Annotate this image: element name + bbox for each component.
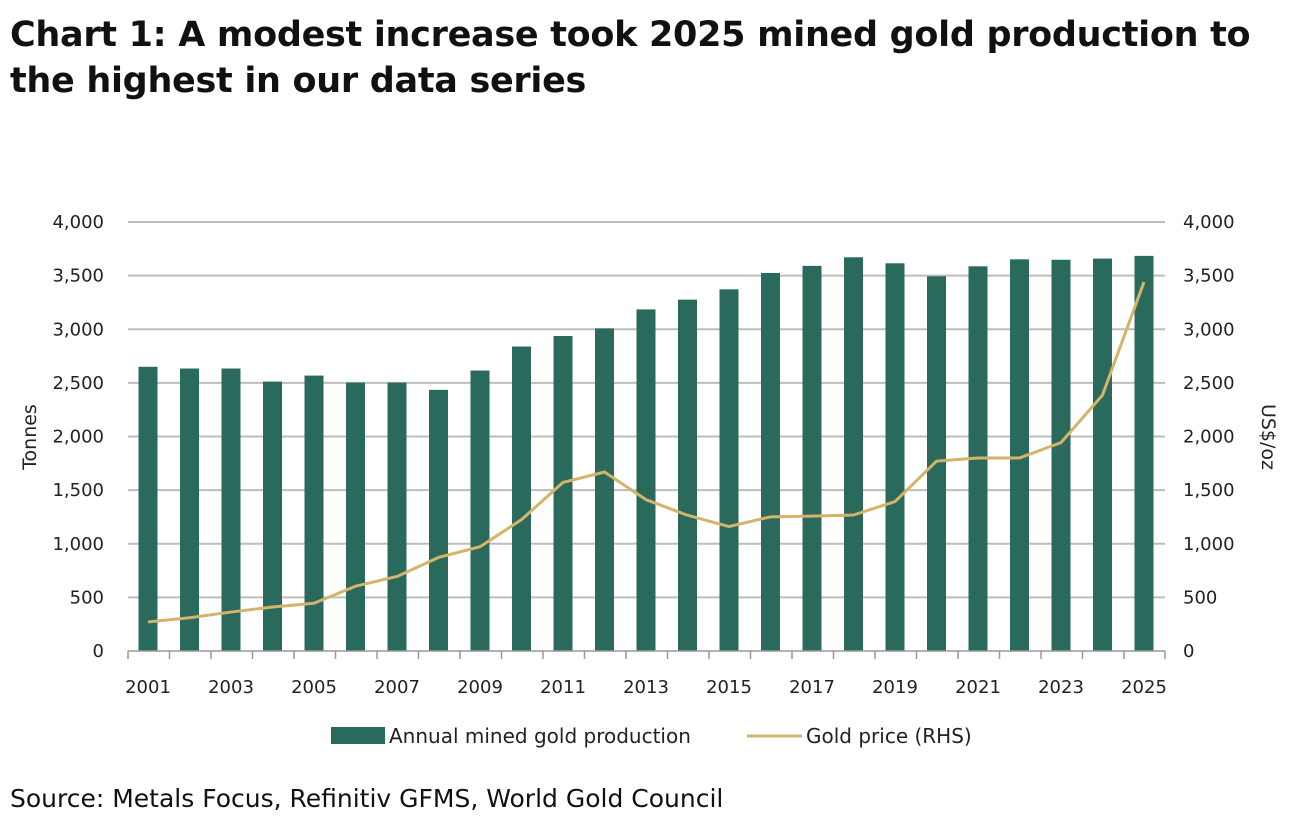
y-tick-labels: 0 0 500 500 1,000 1,000 1,500 1,500 2,000 2,000 2,… bbox=[52, 212, 1234, 662]
bar-2005 bbox=[304, 375, 324, 651]
y-tick-label-left: 2,500 bbox=[52, 373, 104, 394]
y-tick-label-right: 4,000 bbox=[1183, 212, 1235, 233]
x-tick-label: 2023 bbox=[1038, 677, 1084, 698]
bar-2023 bbox=[1051, 259, 1071, 651]
bar-2019 bbox=[885, 263, 905, 651]
x-tick-label: 2003 bbox=[208, 677, 254, 698]
bar-2015 bbox=[719, 289, 739, 651]
x-tick-label: 2021 bbox=[955, 677, 1001, 698]
bar-2024 bbox=[1093, 258, 1112, 651]
bar-2018 bbox=[844, 257, 863, 651]
x-tick-label: 2017 bbox=[789, 677, 835, 698]
y-tick-label-left: 3,000 bbox=[52, 319, 104, 340]
x-tick-label: 2019 bbox=[872, 677, 918, 698]
bar-2025 bbox=[1134, 255, 1154, 652]
x-ticks: 2001 2003 2005 2007 2009 2011 2013 2015 2017 2019… bbox=[125, 651, 1167, 698]
x-tick-label: 2025 bbox=[1121, 677, 1167, 698]
gold-price-line bbox=[147, 281, 1146, 624]
y-axis-label-right: US$/oz bbox=[1257, 404, 1279, 470]
y-tick-label-right: 2,500 bbox=[1183, 373, 1235, 394]
bar-2016 bbox=[761, 272, 780, 651]
y-tick-label-left: 0 bbox=[93, 641, 104, 662]
y-tick-label-left: 1,000 bbox=[52, 534, 104, 555]
bar-2007 bbox=[387, 382, 407, 651]
chart-title: Chart 1: A modest increase took 2025 min… bbox=[10, 15, 1251, 101]
x-tick-label: 2005 bbox=[291, 677, 337, 698]
bar-2006 bbox=[346, 382, 365, 651]
y-tick-label-right: 3,500 bbox=[1183, 266, 1235, 287]
y-tick-label-left: 500 bbox=[70, 587, 104, 608]
bar-2009 bbox=[470, 370, 490, 651]
y-tick-label-right: 1,000 bbox=[1183, 534, 1235, 555]
legend-label-price: Gold price (RHS) bbox=[806, 724, 972, 748]
x-tick-label: 2007 bbox=[374, 677, 420, 698]
x-tick-label: 2009 bbox=[457, 677, 503, 698]
y-tick-label-left: 3,500 bbox=[52, 266, 104, 287]
bar-2017 bbox=[802, 265, 822, 651]
y-tick-label-right: 0 bbox=[1183, 641, 1194, 662]
bar-2002 bbox=[180, 368, 199, 651]
y-axis-label-left: Tonnes bbox=[19, 404, 41, 471]
bar-2020 bbox=[927, 276, 946, 651]
bar-2022 bbox=[1010, 259, 1029, 651]
y-tick-label-left: 4,000 bbox=[52, 212, 104, 233]
y-tick-label-left: 2,000 bbox=[52, 427, 104, 448]
x-tick-label: 2001 bbox=[125, 677, 171, 698]
bar-2011 bbox=[553, 336, 573, 651]
bar-2012 bbox=[595, 328, 614, 651]
y-tick-label-right: 3,000 bbox=[1183, 319, 1235, 340]
y-tick-label-right: 1,500 bbox=[1183, 480, 1235, 501]
x-tick-label: 2015 bbox=[706, 677, 752, 698]
bar-2008 bbox=[429, 389, 448, 651]
y-tick-label-right: 500 bbox=[1183, 587, 1217, 608]
bar-2001 bbox=[138, 366, 158, 651]
source-note: Source: Metals Focus, Refinitiv GFMS, Wo… bbox=[10, 784, 724, 813]
bar-2013 bbox=[636, 309, 656, 651]
y-tick-label-left: 1,500 bbox=[52, 480, 104, 501]
bars bbox=[138, 255, 1154, 652]
x-tick-label: 2013 bbox=[623, 677, 669, 698]
legend-swatch-production bbox=[331, 727, 385, 744]
bar-2003 bbox=[221, 368, 241, 651]
legend-label-production: Annual mined gold production bbox=[389, 724, 691, 748]
y-tick-label-right: 2,000 bbox=[1183, 427, 1235, 448]
bar-2014 bbox=[678, 299, 697, 651]
bar-2010 bbox=[512, 346, 531, 651]
bar-2004 bbox=[263, 381, 282, 651]
x-tick-label: 2011 bbox=[540, 677, 586, 698]
